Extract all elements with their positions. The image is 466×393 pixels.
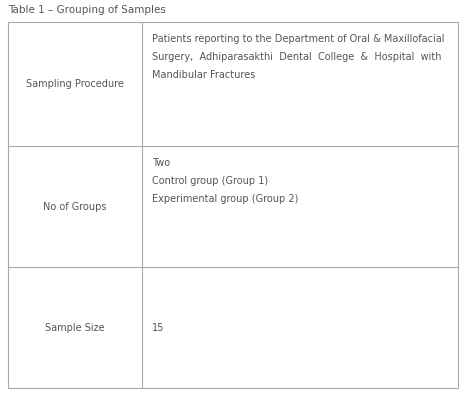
Text: Patients reporting to the Department of Oral & Maxillofacial: Patients reporting to the Department of … [152,34,445,44]
Text: Sample Size: Sample Size [45,323,105,332]
Text: Table 1 – Grouping of Samples: Table 1 – Grouping of Samples [8,5,166,15]
Text: 15: 15 [152,323,164,332]
Text: Control group (Group 1): Control group (Group 1) [152,176,268,186]
Text: Mandibular Fractures: Mandibular Fractures [152,70,255,80]
Text: Two: Two [152,158,170,169]
Text: Surgery,  Adhiparasakthi  Dental  College  &  Hospital  with: Surgery, Adhiparasakthi Dental College &… [152,52,442,62]
Text: No of Groups: No of Groups [43,202,107,212]
Text: Sampling Procedure: Sampling Procedure [26,79,124,89]
Text: Experimental group (Group 2): Experimental group (Group 2) [152,195,299,204]
